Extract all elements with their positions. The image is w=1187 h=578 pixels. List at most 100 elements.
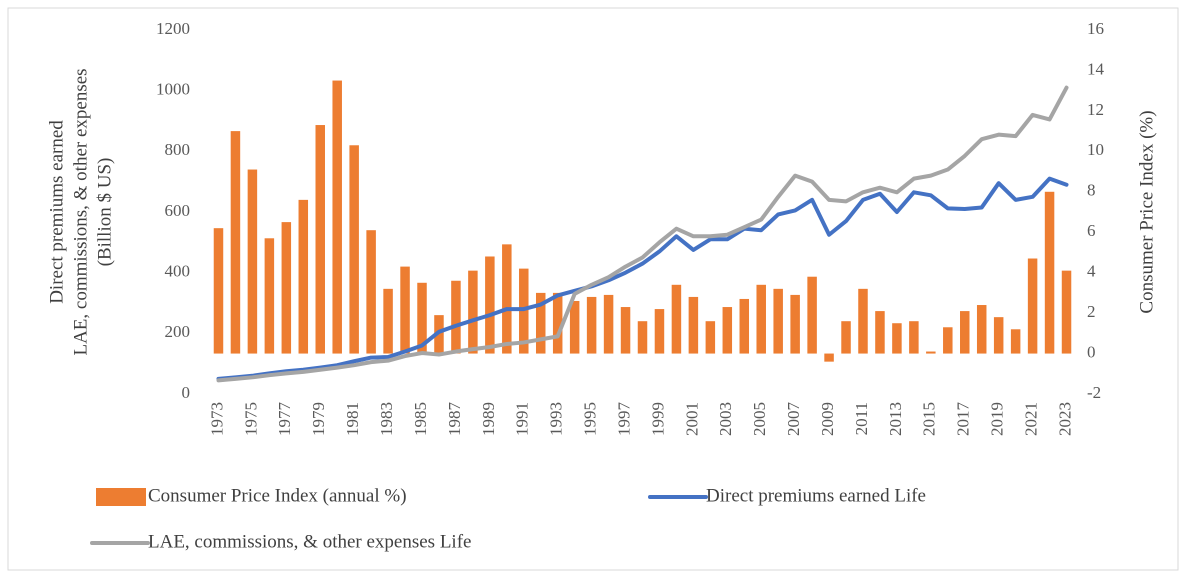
bar: [756, 284, 766, 354]
bar: [366, 230, 376, 354]
bar: [349, 145, 359, 354]
y-axis-title: (Billion $ US): [94, 158, 115, 267]
bar: [976, 305, 987, 354]
x-tick-label: 1979: [309, 402, 328, 436]
bar: [502, 244, 512, 354]
x-tick-label: 2015: [920, 402, 939, 436]
bar: [519, 268, 529, 354]
x-tick-label: 2021: [1022, 402, 1041, 436]
bar: [535, 292, 546, 354]
y2-tick-label: 2: [1087, 302, 1096, 321]
bar: [315, 125, 325, 354]
bar: [824, 353, 834, 362]
bar: [417, 282, 427, 354]
bar: [773, 288, 783, 354]
bar: [298, 199, 309, 354]
x-tick-label: 1977: [275, 402, 294, 437]
bar: [875, 311, 885, 354]
bar: [620, 307, 631, 354]
bar: [468, 270, 478, 354]
line: [216, 176, 1069, 381]
bar: [383, 288, 393, 354]
x-tick-label: 2013: [886, 402, 905, 436]
x-tick-label: 1985: [411, 402, 430, 436]
x-tick-label: 1989: [479, 402, 498, 436]
line: [216, 85, 1069, 383]
bar: [247, 169, 258, 354]
x-tick-label: 1999: [648, 402, 667, 436]
y2-tick-label: 0: [1087, 342, 1096, 361]
bar: [722, 307, 733, 354]
y-tick-label: 1200: [156, 19, 190, 38]
bar: [671, 284, 682, 354]
bar: [705, 321, 716, 354]
x-tick-label: 2005: [750, 402, 769, 436]
x-tick-label: 1983: [377, 402, 396, 436]
x-tick-label: 2009: [818, 402, 837, 436]
bar: [603, 294, 614, 354]
bar: [1010, 329, 1021, 354]
legend-swatch: [96, 488, 146, 506]
bar: [400, 266, 410, 354]
bar: [264, 238, 275, 354]
y2-tick-label: 14: [1087, 59, 1105, 78]
bar: [485, 256, 495, 354]
x-tick-label: 1973: [207, 402, 226, 436]
x-tick-label: 1975: [241, 402, 260, 436]
bar: [332, 80, 342, 354]
y-tick-label: 0: [182, 383, 191, 402]
y-tick-label: 800: [165, 140, 191, 159]
bar: [281, 222, 292, 354]
y2-tick-label: 16: [1087, 19, 1104, 38]
bar: [688, 296, 699, 354]
y-tick-label: 1000: [156, 80, 190, 99]
bar: [569, 300, 580, 354]
bar: [586, 296, 597, 354]
y2-axis-title: Consumer Price Index (%): [1136, 110, 1157, 313]
bar: [213, 228, 224, 354]
bar: [807, 276, 817, 354]
x-tick-label: 1997: [614, 402, 633, 437]
bar: [926, 351, 936, 354]
y2-tick-label: 12: [1087, 100, 1104, 119]
bar: [739, 298, 750, 354]
x-tick-label: 1993: [547, 402, 566, 436]
chart-border: [7, 7, 1179, 571]
bar: [1061, 270, 1072, 354]
bar: [858, 288, 868, 354]
x-tick-label: 2001: [682, 402, 701, 436]
y2-tick-label: 6: [1087, 221, 1096, 240]
bar: [1044, 191, 1055, 354]
bar: [637, 321, 648, 354]
bar: [790, 294, 800, 354]
y-axis-title: Direct premiums earned: [46, 120, 67, 304]
x-tick-label: 1981: [343, 402, 362, 436]
x-tick-label: 2019: [988, 402, 1007, 436]
y-tick-label: 200: [165, 322, 191, 341]
bar: [654, 309, 665, 354]
y2-tick-label: 10: [1087, 140, 1104, 159]
legend-label: Direct premiums earned Life: [706, 485, 926, 506]
x-tick-label: 2023: [1055, 402, 1074, 436]
bar: [943, 327, 953, 354]
bar: [993, 317, 1004, 354]
bar: [892, 323, 902, 354]
y2-tick-label: 8: [1087, 181, 1096, 200]
y2-tick-label: 4: [1087, 262, 1096, 281]
y-tick-label: 600: [165, 201, 191, 220]
legend-label: LAE, commissions, & other expenses Life: [148, 531, 471, 552]
x-tick-label: 2017: [954, 402, 973, 437]
y-axis-title: LAE, commissions, & other expenses: [70, 68, 91, 355]
legend-label: Consumer Price Index (annual %): [148, 485, 407, 506]
bar: [552, 292, 563, 354]
y-tick-label: 400: [165, 262, 191, 281]
y2-tick-label: -2: [1087, 383, 1101, 402]
bar: [909, 321, 919, 354]
bar: [960, 311, 970, 354]
x-tick-label: 1987: [445, 402, 464, 437]
x-tick-label: 2007: [784, 402, 803, 437]
bar: [451, 280, 461, 354]
bar: [230, 131, 241, 354]
x-tick-label: 1991: [513, 402, 532, 436]
